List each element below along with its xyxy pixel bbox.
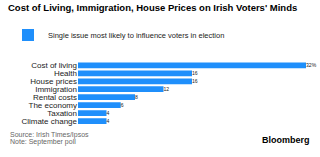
svg-text:8: 8 [135, 94, 138, 100]
svg-text:32%: 32% [306, 62, 317, 68]
svg-text:Cost of Living, Immigration, H: Cost of Living, Immigration, House Price… [8, 2, 297, 13]
svg-text:Source: Irish Times/Ipsos: Source: Irish Times/Ipsos [10, 131, 89, 139]
svg-text:12: 12 [164, 86, 170, 92]
svg-text:6: 6 [121, 102, 124, 108]
svg-text:Rental costs: Rental costs [33, 93, 77, 102]
svg-text:The economy: The economy [29, 101, 77, 110]
svg-text:Cost of living: Cost of living [31, 61, 77, 70]
svg-text:Bloomberg: Bloomberg [262, 135, 310, 145]
svg-text:Taxation: Taxation [47, 109, 77, 118]
svg-text:Health: Health [54, 69, 77, 78]
svg-text:4: 4 [107, 118, 110, 124]
svg-text:4: 4 [107, 110, 110, 116]
svg-text:16: 16 [192, 78, 198, 84]
svg-text:Single issue most likely to in: Single issue most likely to influence vo… [48, 31, 224, 40]
svg-text:Immigration: Immigration [35, 85, 77, 94]
svg-text:16: 16 [192, 70, 198, 76]
svg-text:Note: September poll: Note: September poll [10, 138, 76, 146]
svg-text:Climate change: Climate change [21, 117, 77, 126]
svg-text:House prices: House prices [30, 77, 77, 86]
